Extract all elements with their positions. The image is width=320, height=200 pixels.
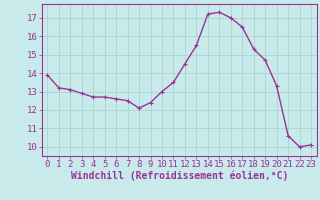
X-axis label: Windchill (Refroidissement éolien,°C): Windchill (Refroidissement éolien,°C) (70, 171, 288, 181)
